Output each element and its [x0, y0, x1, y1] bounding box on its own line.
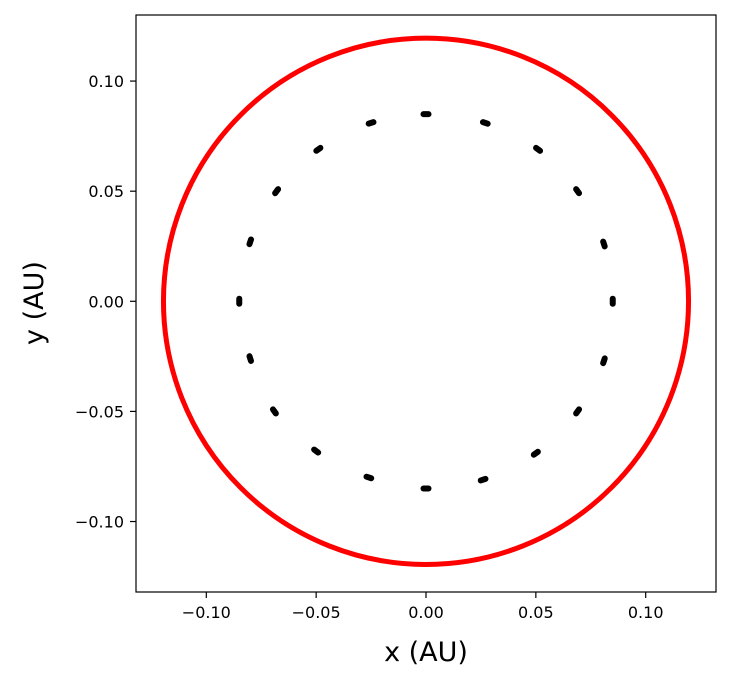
data-point-mark [420, 485, 432, 492]
data-point [420, 111, 432, 118]
x-tick-label: −0.05 [292, 603, 341, 622]
data-point-mark [313, 144, 324, 154]
x-tick-label: 0.05 [518, 603, 554, 622]
y-axis-label: y (AU) [19, 261, 50, 345]
data-point [533, 144, 544, 154]
data-point [600, 238, 608, 250]
data-point-mark [269, 406, 279, 417]
orbit-line [160, 35, 692, 567]
data-point [600, 355, 608, 367]
data-point-mark [600, 355, 608, 367]
data-layer [160, 35, 692, 567]
x-axis-label: x (AU) [384, 637, 468, 668]
x-tick-label: 0.00 [408, 603, 444, 622]
data-point [363, 473, 375, 482]
data-point-mark [246, 236, 255, 248]
plot-background [136, 15, 716, 592]
y-tick-label: 0.00 [88, 292, 124, 311]
data-point-mark [363, 473, 375, 482]
data-point [573, 406, 583, 417]
data-point [311, 446, 322, 456]
data-point [573, 186, 583, 197]
data-point [477, 475, 489, 484]
data-point [530, 448, 541, 458]
data-point [246, 353, 255, 364]
x-tick-label: 0.10 [628, 603, 664, 622]
data-point [313, 144, 324, 154]
data-point-mark [365, 119, 377, 127]
data-point [609, 295, 616, 307]
ticks-layer: −0.10 −0.05 0.00 0.05 0.10 −0.10 −0.05 0.00 0.05… [75, 72, 664, 622]
data-point-mark [533, 144, 544, 154]
y-tick-label: 0.10 [88, 72, 124, 91]
data-point-mark [236, 295, 243, 307]
data-point-mark [246, 353, 255, 364]
data-point [236, 295, 243, 307]
data-point [272, 186, 282, 197]
data-point-mark [530, 448, 541, 458]
data-point-mark [479, 119, 491, 127]
data-point-mark [573, 186, 583, 197]
data-point-mark [609, 295, 616, 307]
data-point-mark [600, 238, 608, 250]
data-point [365, 119, 377, 127]
data-point-mark [272, 186, 282, 197]
data-point-mark [477, 475, 489, 484]
x-tick-label: −0.10 [182, 603, 231, 622]
data-point [246, 236, 255, 248]
data-point [420, 485, 432, 492]
data-point-mark [573, 406, 583, 417]
data-point-mark [311, 446, 322, 456]
data-point [269, 406, 279, 417]
data-point [479, 119, 491, 127]
y-tick-label: 0.05 [88, 182, 124, 201]
y-tick-label: −0.05 [75, 402, 124, 421]
y-tick-label: −0.10 [75, 513, 124, 532]
data-point-mark [420, 111, 432, 118]
